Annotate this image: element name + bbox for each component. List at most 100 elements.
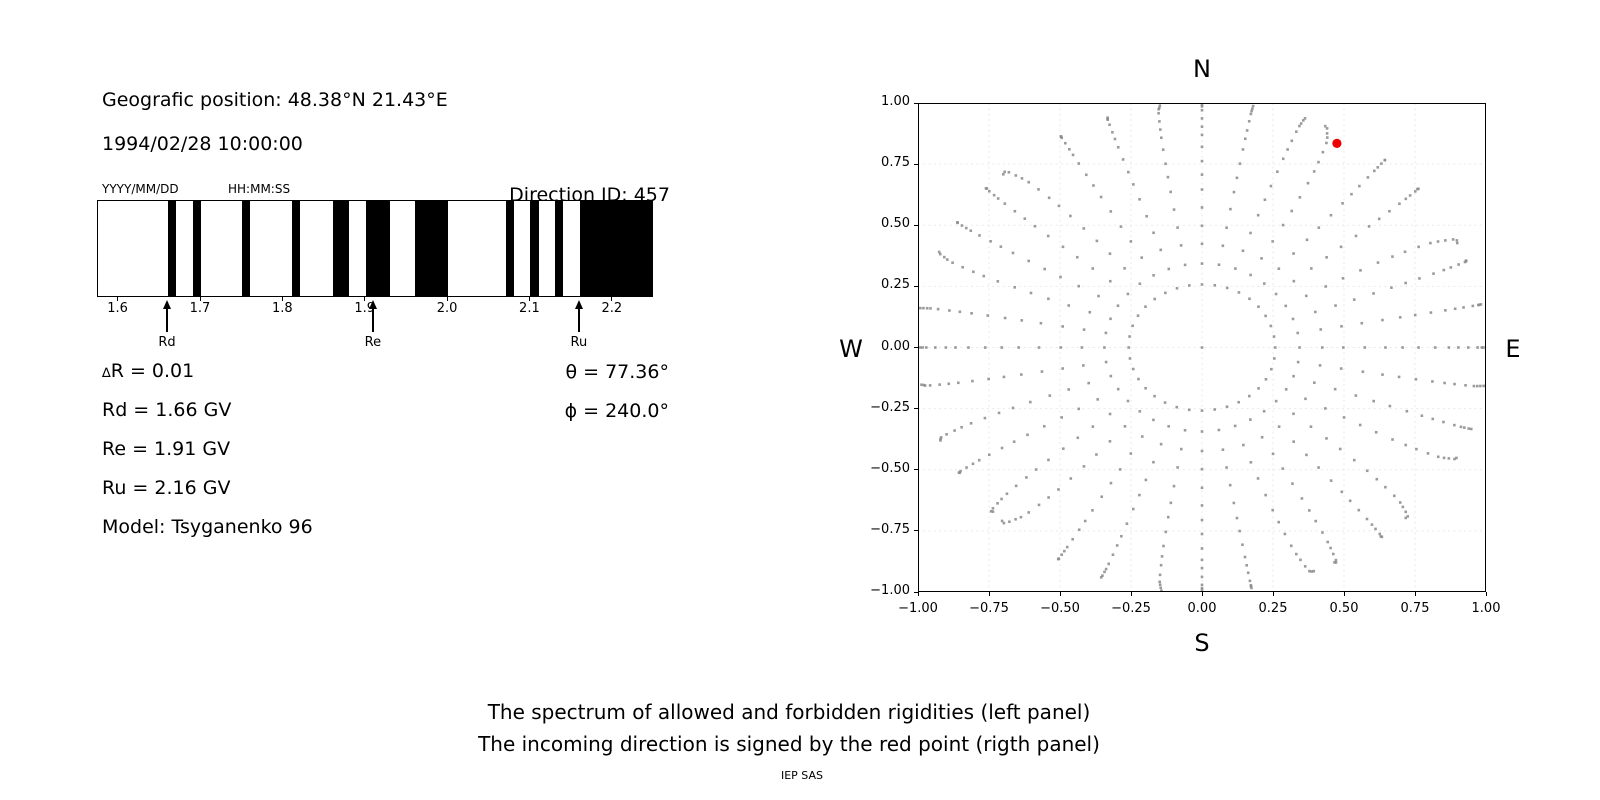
direction-dot bbox=[1471, 304, 1475, 308]
direction-dot bbox=[1096, 398, 1099, 401]
direction-dot bbox=[1319, 328, 1323, 331]
direction-dot bbox=[1295, 552, 1298, 556]
direction-dot bbox=[1023, 217, 1027, 220]
direction-dot bbox=[997, 411, 1001, 415]
direction-dot bbox=[1274, 399, 1278, 403]
direction-dot bbox=[996, 280, 1000, 283]
cardinal-west-label: W bbox=[839, 335, 863, 363]
direction-dot bbox=[1011, 251, 1015, 255]
direction-dot bbox=[1249, 273, 1252, 277]
direction-dot bbox=[1352, 298, 1356, 301]
direction-dot bbox=[1163, 401, 1167, 404]
direction-dot bbox=[1354, 234, 1358, 238]
direction-dot bbox=[1232, 501, 1236, 505]
direction-x-tick-mark bbox=[1201, 592, 1203, 596]
direction-dot bbox=[1225, 286, 1229, 290]
spectrum-tick-mark bbox=[281, 297, 283, 301]
direction-dot bbox=[920, 383, 923, 386]
direction-dot bbox=[1401, 346, 1404, 349]
spectrum-x-axis: 1.6 1.7 1.8 1.9 2.0 2.1 2.2 bbox=[97, 297, 653, 357]
direction-dot bbox=[1200, 117, 1204, 120]
direction-dot bbox=[1250, 109, 1253, 113]
direction-dot bbox=[1447, 346, 1451, 349]
direction-dot bbox=[1292, 374, 1295, 378]
direction-dot bbox=[1482, 384, 1485, 388]
direction-dot bbox=[1152, 460, 1155, 464]
direction-dot bbox=[1166, 175, 1170, 179]
direction-dot bbox=[1325, 132, 1329, 135]
direction-dot bbox=[1059, 346, 1063, 349]
direction-dot bbox=[1339, 245, 1343, 249]
spectrum-black-band bbox=[415, 201, 448, 296]
direction-dot bbox=[1109, 481, 1113, 485]
direction-dot bbox=[1172, 208, 1176, 211]
direction-dot bbox=[1303, 565, 1307, 568]
direction-dot bbox=[1238, 529, 1241, 533]
cutoff-arrow-shaft bbox=[372, 308, 374, 332]
date-format-hint: YYYY/MM/DD bbox=[102, 182, 179, 196]
direction-dot bbox=[971, 379, 974, 383]
direction-dot bbox=[1391, 438, 1394, 441]
direction-dot bbox=[1469, 427, 1473, 431]
direction-dot bbox=[928, 384, 932, 387]
caption-line-1: The spectrum of allowed and forbidden ri… bbox=[487, 700, 1091, 724]
cardinal-north-label: N bbox=[1193, 55, 1211, 83]
direction-dot bbox=[1158, 573, 1162, 577]
direction-dot bbox=[996, 501, 999, 505]
direction-dot bbox=[1295, 130, 1298, 133]
direction-dot bbox=[1305, 238, 1309, 242]
direction-dot bbox=[991, 507, 995, 510]
direction-dot bbox=[1463, 426, 1466, 429]
direction-dot bbox=[1243, 137, 1247, 141]
direction-dot bbox=[1305, 453, 1308, 457]
direction-dot bbox=[1000, 446, 1004, 450]
direction-dot bbox=[945, 258, 949, 261]
direction-y-tick-mark bbox=[914, 591, 918, 593]
direction-dot bbox=[1482, 346, 1485, 349]
direction-dot bbox=[1200, 125, 1204, 128]
direction-dot bbox=[1237, 400, 1240, 404]
direction-dot bbox=[1014, 174, 1018, 177]
re-line: Re = 1.91 GV bbox=[102, 438, 231, 460]
direction-dot bbox=[1334, 304, 1337, 307]
direction-dot bbox=[939, 436, 943, 439]
direction-x-tick-label: −0.25 bbox=[1111, 601, 1151, 616]
direction-dot bbox=[1109, 317, 1112, 321]
direction-dot bbox=[1229, 207, 1232, 211]
direction-dot bbox=[1000, 346, 1003, 349]
direction-dot bbox=[1200, 103, 1204, 107]
direction-dot bbox=[1200, 206, 1204, 209]
direction-dot bbox=[1381, 373, 1384, 376]
direction-dot bbox=[1289, 544, 1293, 548]
direction-dot bbox=[1298, 196, 1302, 199]
direction-dot bbox=[1300, 497, 1304, 500]
direction-dot bbox=[1246, 571, 1250, 575]
direction-y-tick-mark bbox=[914, 408, 918, 410]
direction-dot bbox=[1138, 493, 1141, 497]
direction-dot bbox=[992, 193, 996, 197]
model-line: Model: Tsyganenko 96 bbox=[102, 516, 313, 538]
direction-dot bbox=[1392, 494, 1396, 498]
direction-dot bbox=[972, 270, 975, 274]
direction-dot bbox=[1455, 239, 1459, 242]
direction-dot bbox=[1121, 158, 1125, 161]
direction-y-tick-label: 0.50 bbox=[881, 216, 910, 232]
direction-dot bbox=[1273, 346, 1277, 349]
direction-dot bbox=[1317, 160, 1320, 164]
ru-line: Ru = 2.16 GV bbox=[102, 477, 231, 499]
rigidity-spectrum-plot bbox=[97, 200, 653, 297]
direction-dot bbox=[947, 382, 951, 386]
direction-dot bbox=[1414, 377, 1418, 381]
spectrum-tick-label: 1.6 bbox=[107, 301, 128, 316]
direction-dot bbox=[1136, 314, 1140, 317]
direction-dot bbox=[1303, 117, 1307, 120]
direction-dot bbox=[1243, 555, 1247, 559]
direction-dot bbox=[1200, 588, 1204, 592]
direction-dot bbox=[1068, 147, 1071, 151]
direction-dot bbox=[1059, 275, 1062, 279]
direction-dot bbox=[1260, 257, 1263, 260]
direction-dot bbox=[1314, 310, 1317, 314]
direction-dot bbox=[1029, 400, 1032, 404]
direction-dot bbox=[1475, 384, 1479, 388]
direction-dot bbox=[1272, 335, 1276, 338]
